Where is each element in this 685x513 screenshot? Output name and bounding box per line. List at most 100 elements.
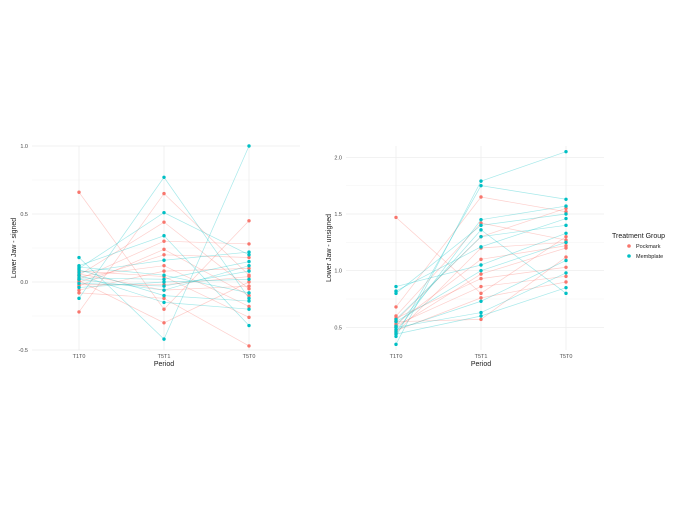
data-point xyxy=(564,149,568,154)
data-point xyxy=(247,269,251,273)
data-point xyxy=(479,263,483,267)
panel-signed: -0.5 0.0 0.5 1.0 T1T0 T5T1 T5T0 Period Lower Jaw… xyxy=(11,144,300,368)
data-point xyxy=(247,287,251,291)
data-point xyxy=(162,247,166,252)
y-tick-label: 2.0 xyxy=(334,155,342,161)
data-point xyxy=(564,274,568,279)
data-point xyxy=(77,281,81,286)
legend-label-pockmark: Pockmark xyxy=(636,244,661,250)
data-point xyxy=(247,291,251,295)
data-point xyxy=(162,258,166,262)
data-point xyxy=(564,258,568,263)
data-point xyxy=(247,253,251,257)
data-point xyxy=(77,255,81,260)
data-point xyxy=(247,299,251,303)
data-point xyxy=(564,197,568,201)
data-point xyxy=(479,314,483,318)
data-point xyxy=(77,190,81,194)
data-point xyxy=(162,175,166,179)
data-point xyxy=(162,284,166,288)
y-tick-label: -0.5 xyxy=(19,348,28,354)
data-point xyxy=(564,204,568,208)
data-point xyxy=(394,289,398,293)
data-point xyxy=(479,183,483,188)
data-point xyxy=(479,276,483,281)
data-point xyxy=(564,265,568,269)
x-tick-label: T5T1 xyxy=(158,354,171,360)
data-point xyxy=(247,263,251,268)
data-point xyxy=(247,284,251,288)
data-point xyxy=(479,223,483,228)
data-point xyxy=(247,144,251,148)
data-point xyxy=(247,219,251,223)
data-point xyxy=(479,228,483,232)
data-point xyxy=(479,195,483,199)
data-point xyxy=(77,270,81,275)
x-tick-label: T5T0 xyxy=(243,354,256,360)
data-point xyxy=(162,293,166,298)
data-point xyxy=(479,291,483,296)
legend-title: Treatment Group xyxy=(612,233,665,240)
data-point xyxy=(247,304,251,309)
data-point xyxy=(394,215,398,220)
data-point xyxy=(77,288,81,292)
data-point xyxy=(162,220,166,224)
data-point xyxy=(394,332,398,336)
data-point xyxy=(77,291,81,295)
data-point xyxy=(162,296,166,301)
data-point xyxy=(162,210,166,215)
data-point xyxy=(77,285,81,290)
data-point xyxy=(247,242,251,246)
data-point xyxy=(564,212,568,216)
data-point xyxy=(162,300,166,305)
data-point xyxy=(162,239,166,243)
data-point xyxy=(162,263,166,268)
data-point xyxy=(479,245,483,249)
data-point xyxy=(162,288,166,292)
data-point xyxy=(564,223,568,228)
data-point xyxy=(564,240,568,245)
data-point xyxy=(77,268,81,272)
data-point xyxy=(77,310,81,314)
data-point xyxy=(394,342,398,347)
data-point xyxy=(564,216,568,221)
data-point xyxy=(247,280,251,284)
data-point xyxy=(247,307,251,311)
data-point xyxy=(479,268,483,273)
y-tick-label: 0.5 xyxy=(20,212,28,218)
y-tick-label: 0.0 xyxy=(20,280,28,286)
data-point xyxy=(479,179,483,183)
data-point xyxy=(564,271,568,275)
data-point xyxy=(247,315,251,320)
y-axis-title: Lower Jaw - signed xyxy=(11,218,18,278)
gridlines xyxy=(32,145,300,351)
data-point xyxy=(162,253,166,257)
data-point xyxy=(564,291,568,296)
data-point xyxy=(247,255,251,260)
x-axis-title: Period xyxy=(154,361,174,368)
data-point xyxy=(162,269,166,273)
legend: Treatment Group Pockmark Membplate xyxy=(612,233,665,260)
data-point xyxy=(564,246,568,250)
data-point xyxy=(247,266,251,271)
data-point xyxy=(77,277,81,281)
data-point xyxy=(247,274,251,279)
data-point xyxy=(394,317,398,322)
y-tick-label: 1.5 xyxy=(334,212,342,218)
data-point xyxy=(162,234,166,238)
x-tick-label: T5T1 xyxy=(475,354,488,360)
data-point xyxy=(479,284,483,289)
data-point xyxy=(77,296,81,301)
x-tick-label: T1T0 xyxy=(73,354,86,360)
legend-label-membplate: Membplate xyxy=(636,254,663,260)
data-point xyxy=(564,280,568,284)
data-point xyxy=(564,234,568,239)
x-axis-title: Period xyxy=(471,361,491,368)
data-point xyxy=(247,323,251,328)
data-point xyxy=(394,284,398,289)
data-point xyxy=(564,231,568,235)
data-point xyxy=(247,250,251,254)
data-point xyxy=(479,299,483,303)
data-point xyxy=(247,277,251,281)
